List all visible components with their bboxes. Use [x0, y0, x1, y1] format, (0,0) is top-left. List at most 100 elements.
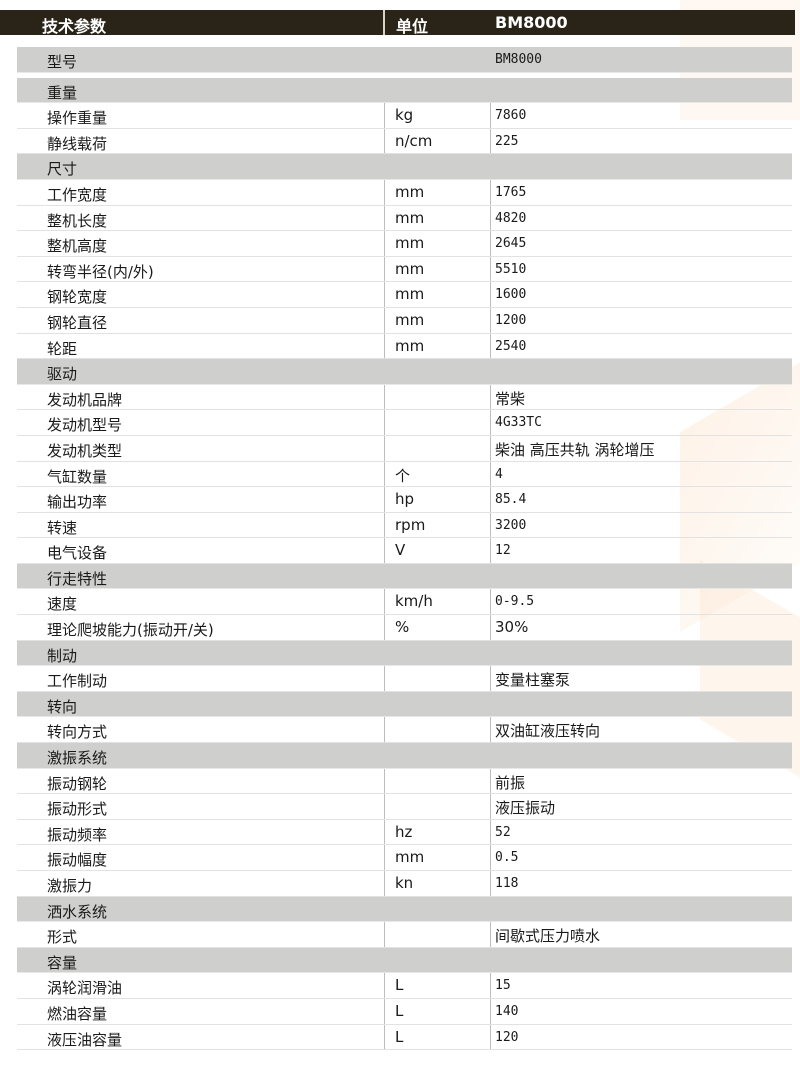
column-divider: [490, 998, 491, 1024]
column-divider: [384, 282, 385, 307]
spec-row: 理论爬坡能力(振动开/关) % 30%: [17, 615, 792, 641]
spec-value: 2540: [495, 338, 527, 354]
spec-label: 发动机类型: [47, 441, 123, 460]
column-divider: [384, 589, 385, 615]
spec-label: 振动频率: [47, 825, 108, 844]
spec-label: 钢轮直径: [47, 313, 108, 332]
column-divider: [490, 973, 491, 998]
spec-label: 转弯半径(内/外): [47, 262, 154, 281]
spec-row: 钢轮直径 mm 1200: [17, 307, 792, 334]
column-divider: [490, 384, 491, 410]
spec-unit: mm: [395, 182, 425, 201]
spec-row: 电气设备 V 12: [17, 538, 792, 564]
spec-label: 转向方式: [47, 723, 108, 742]
column-divider: [384, 998, 385, 1024]
spec-row: 钢轮宽度 mm 1600: [17, 282, 792, 308]
spec-unit: %: [395, 618, 410, 637]
spec-value: 3200: [495, 517, 527, 533]
section-header-row: 尺寸: [17, 154, 792, 180]
section-title: 行走特性: [47, 569, 108, 588]
spec-row: 整机高度 mm 2645: [17, 231, 792, 257]
spec-row: 转弯半径(内/外) mm 5510: [17, 256, 792, 283]
spec-unit: mm: [395, 848, 425, 867]
spec-label: 形式: [47, 928, 78, 947]
header-unit: 单位: [396, 17, 429, 36]
spec-value: 前振: [495, 773, 526, 792]
spec-value: 1765: [495, 184, 527, 200]
spec-value: 140: [495, 1003, 519, 1019]
column-divider: [384, 231, 385, 256]
spec-label: 操作重量: [47, 109, 108, 128]
spec-label: 振动幅度: [47, 851, 108, 870]
spec-label: 静线载荷: [47, 134, 108, 153]
column-divider: [490, 794, 491, 819]
column-divider: [490, 282, 491, 307]
spec-row: 振动频率 hz 52: [17, 819, 792, 846]
spec-label: 气缸数量: [47, 467, 108, 486]
spec-row: 气缸数量 个 4: [17, 461, 792, 488]
column-divider: [384, 307, 385, 333]
column-divider: [384, 819, 385, 845]
spec-label: 整机高度: [47, 237, 108, 256]
column-divider: [490, 435, 491, 461]
spec-value: 4820: [495, 210, 527, 226]
spec-label: 输出功率: [47, 493, 108, 512]
section-title: 重量: [47, 83, 78, 102]
model-value: BM8000: [495, 52, 542, 67]
spec-label: 轮距: [47, 339, 78, 358]
column-divider: [384, 1024, 385, 1050]
spec-value: 7860: [495, 108, 527, 124]
spec-label: 涡轮润滑油: [47, 979, 123, 998]
column-divider: [384, 461, 385, 487]
spec-row: 液压油容量 L 120: [17, 1024, 792, 1051]
spec-value: 5510: [495, 261, 527, 277]
spec-unit: rpm: [395, 515, 426, 534]
column-divider: [384, 794, 385, 819]
section-header-row: 驱动: [17, 359, 792, 385]
spec-row: 轮距 mm 2540: [17, 333, 792, 360]
spec-value: 2645: [495, 236, 527, 252]
spec-label: 整机长度: [47, 211, 108, 230]
section-title: 激振系统: [47, 749, 108, 768]
column-divider: [490, 666, 491, 691]
section-header-row: 制动: [17, 640, 792, 667]
column-divider: [384, 973, 385, 998]
column-divider: [490, 307, 491, 333]
table-header: 技术参数 单位 BM8000: [0, 10, 795, 36]
column-divider: [490, 179, 491, 205]
spec-value: 常柴: [495, 389, 526, 408]
spec-row: 静线载荷 n/cm 225: [17, 128, 792, 155]
spec-row: 激振力 kn 118: [17, 871, 792, 897]
spec-unit: L: [395, 1001, 404, 1020]
spec-row: 输出功率 hp 85.4: [17, 487, 792, 513]
spec-row: 形式 间歇式压力喷水: [17, 922, 792, 948]
spec-label: 燃油容量: [47, 1004, 108, 1023]
column-divider: [384, 103, 385, 128]
spec-value: 1600: [495, 287, 527, 303]
spec-unit: mm: [395, 234, 425, 253]
column-divider: [384, 384, 385, 410]
model-row: 型号 BM8000: [17, 47, 792, 73]
column-divider: [490, 922, 491, 947]
column-divider: [490, 615, 491, 640]
section-header-row: 转向: [17, 691, 792, 718]
spec-unit: L: [395, 1027, 404, 1046]
spec-value: 变量柱塞泵: [495, 671, 571, 690]
spec-unit: km/h: [395, 592, 433, 611]
spec-row: 工作制动 变量柱塞泵: [17, 666, 792, 692]
spec-value: 柴油 高压共轨 涡轮增压: [495, 440, 655, 459]
spec-row: 发动机品牌 常柴: [17, 384, 792, 411]
column-divider: [490, 205, 491, 231]
spec-unit: hp: [395, 490, 415, 509]
column-divider: [384, 768, 385, 794]
spec-value: 85.4: [495, 492, 527, 508]
column-divider: [384, 410, 385, 435]
spec-row: 整机长度 mm 4820: [17, 205, 792, 232]
spec-value: 225: [495, 133, 519, 149]
spec-label: 发动机品牌: [47, 390, 123, 409]
spec-row: 转速 rpm 3200: [17, 512, 792, 539]
spec-unit: mm: [395, 310, 425, 329]
spec-value: 1200: [495, 312, 527, 328]
spec-row: 工作宽度 mm 1765: [17, 179, 792, 206]
column-divider: [490, 487, 491, 512]
